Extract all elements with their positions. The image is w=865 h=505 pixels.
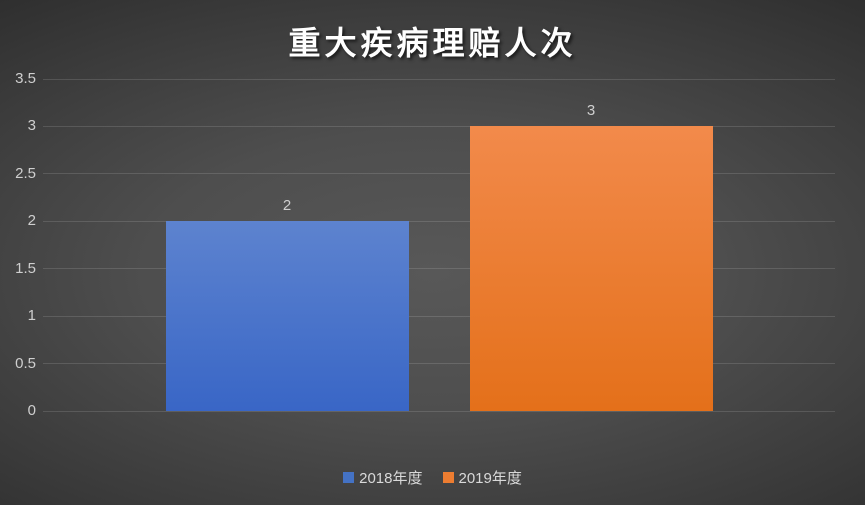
legend-label: 2019年度 [458,470,522,487]
gridline [43,315,835,317]
legend-label: 2018年度 [359,470,423,487]
y-axis-tick-label: 0 [27,402,36,419]
data-label: 3 [586,102,596,120]
y-axis-tick-label: 1 [27,307,36,325]
gridline [43,268,835,270]
legend-item-2018年度[interactable]: 2018年度 [343,467,423,488]
legend-swatch-icon [343,472,355,483]
gridline [43,363,835,365]
y-axis-tick-label: 2.5 [15,164,36,182]
legend: 2018年度 2019年度 [0,467,865,488]
y-axis-tick-label: 0.5 [15,354,36,372]
gridline [43,410,835,412]
y-axis-tick-label: 1.5 [15,259,36,277]
gridline [43,220,835,222]
data-label: 2 [282,197,292,215]
legend-item-2019年度[interactable]: 2019年度 [442,467,522,488]
gridline [43,173,835,175]
y-axis-tick-label: 2 [27,212,36,230]
gridline [43,125,835,127]
bar-2019年度[interactable] [469,126,713,411]
gridline [43,78,835,80]
bar-2018年度[interactable] [165,221,409,411]
legend-swatch-icon [442,472,454,483]
y-axis-tick-label: 3.5 [15,70,36,87]
y-axis-tick-label: 3 [27,117,36,135]
chart-title: 重大疾病理赔人次 [288,25,577,61]
